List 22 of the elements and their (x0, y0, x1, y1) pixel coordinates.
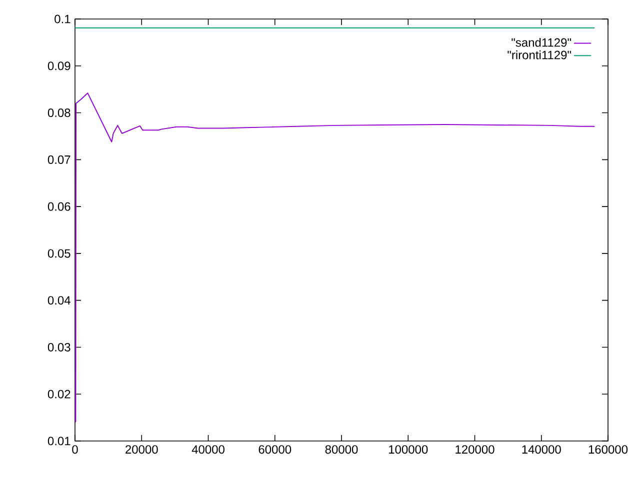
y-tick-label: 0.07 (48, 155, 70, 164)
x-tick-label: 20000 (126, 445, 158, 454)
x-tick-label: 120000 (456, 445, 494, 454)
y-tick-label: 0.08 (48, 108, 70, 118)
x-tick-label: 80000 (325, 445, 358, 454)
y-tick-label: 0.1 (54, 14, 70, 24)
legend-label: "rironti1129" (508, 50, 571, 60)
x-tick-label: 140000 (522, 445, 561, 454)
y-tick-label: 0.09 (48, 62, 70, 70)
y-tick-label: 0.04 (48, 296, 70, 305)
line-series (75, 92, 596, 422)
x-tick-label: 0 (72, 445, 78, 454)
y-tick-label: 0.02 (48, 390, 70, 398)
y-tick-label: 0.03 (48, 342, 70, 352)
x-tick-label: 40000 (192, 445, 224, 454)
x-tick-label: 160000 (588, 445, 628, 454)
x-tick-label: 100000 (389, 445, 428, 454)
legend-label: "sand1129" (512, 38, 571, 47)
y-tick-label: 0.05 (48, 249, 70, 258)
y-tick-label: 0.06 (48, 202, 70, 211)
x-tick-label: 60000 (258, 445, 292, 454)
y-tick-label: 0.01 (48, 436, 70, 446)
